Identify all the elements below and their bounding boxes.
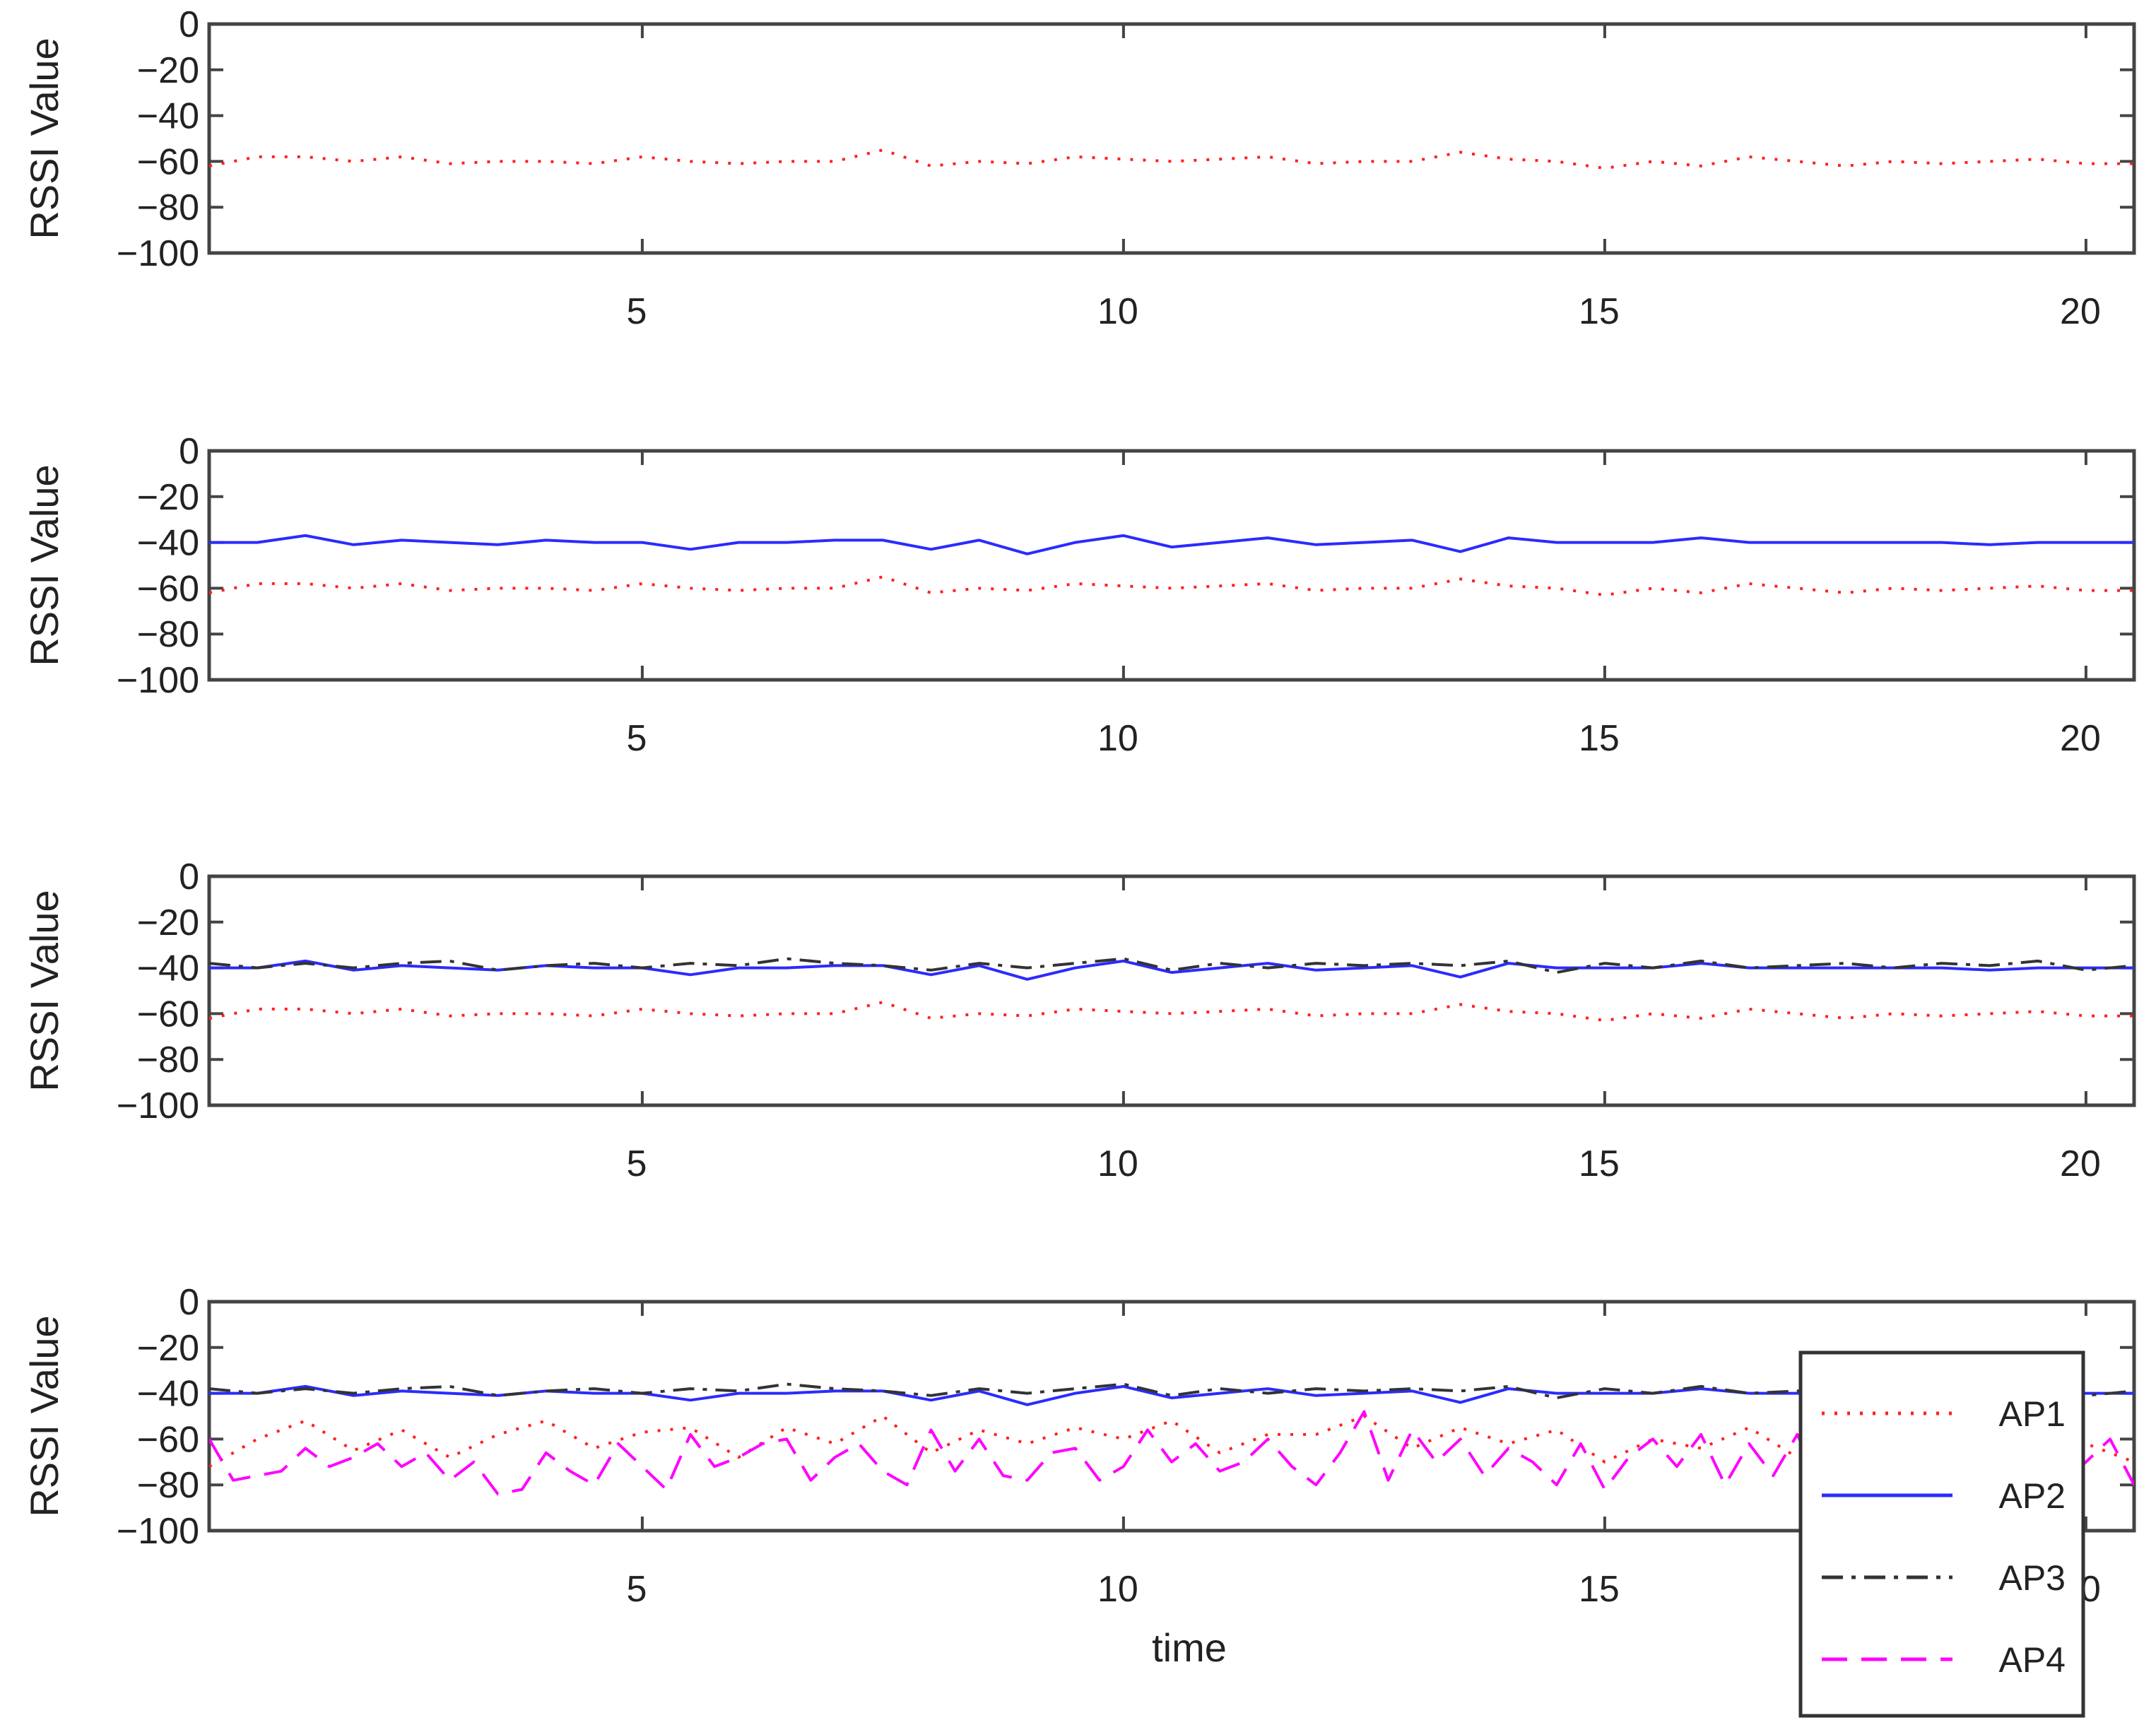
x-tick-label: 10	[1097, 291, 1138, 332]
x-tick-label: 20	[2060, 1143, 2101, 1184]
x-tick-label: 20	[2060, 718, 2101, 759]
y-tick-label: 0	[179, 4, 199, 45]
legend-label-ap1: AP1	[1998, 1394, 2066, 1434]
plot-frame	[207, 449, 2136, 682]
y-tick-label: −20	[137, 477, 199, 518]
y-tick-label: 0	[179, 856, 199, 897]
series-line-ap1	[209, 1001, 2134, 1023]
y-tick-label: −60	[137, 568, 199, 609]
x-tick-label: 10	[1097, 1569, 1138, 1610]
y-tick-label: −80	[137, 187, 199, 228]
y-tick-label: −40	[137, 523, 199, 564]
y-axis-label: RSSI Value	[22, 1315, 66, 1517]
plot-frame	[207, 22, 2136, 255]
x-tick-label: 5	[626, 291, 647, 332]
series-line-ap1	[209, 148, 2134, 170]
subplot-1: 0 −20 −40−60 −80 −100 5 10 15 20 RSSI Value	[22, 4, 2136, 332]
series-line-ap2	[209, 534, 2134, 555]
legend-label-ap2: AP2	[1998, 1476, 2066, 1516]
y-tick-label: −40	[137, 1374, 199, 1415]
series-line-ap1	[209, 1415, 2134, 1468]
x-tick-label: 20	[2060, 291, 2101, 332]
plot-frame	[207, 874, 2136, 1107]
y-tick-label: −20	[137, 1328, 199, 1369]
y-tick-label: −100	[117, 660, 199, 701]
series-line-ap2	[209, 959, 2134, 981]
x-tick-label: 5	[626, 718, 647, 759]
y-tick-label: −100	[117, 1085, 199, 1126]
y-tick-label: −80	[137, 1040, 199, 1081]
x-tick-label: 15	[1579, 291, 1620, 332]
legend: AP1 AP2 AP3 AP4	[1798, 1350, 2085, 1718]
y-tick-label: −60	[137, 141, 199, 182]
legend-label-ap3: AP3	[1998, 1558, 2066, 1598]
y-axis-label: RSSI Value	[22, 890, 66, 1091]
y-tick-label: −40	[137, 96, 199, 137]
y-tick-label: −80	[137, 1465, 199, 1506]
legend-label-ap4: AP4	[1998, 1640, 2066, 1680]
y-tick-label: −60	[137, 1419, 199, 1460]
y-tick-label: −80	[137, 614, 199, 655]
x-tick-label: 5	[626, 1143, 647, 1184]
y-tick-label: −20	[137, 50, 199, 91]
subplot-2: 0 −20 −40−60 −80 −100 5 10 15 20 RSSI Value	[22, 431, 2136, 759]
x-tick-label: 10	[1097, 718, 1138, 759]
x-tick-label: 5	[626, 1569, 647, 1610]
y-tick-label: 0	[179, 1282, 199, 1323]
y-tick-label: −100	[117, 233, 199, 274]
y-tick-label: −40	[137, 948, 199, 989]
x-axis-label: time	[1152, 1625, 1227, 1670]
x-tick-label: 15	[1579, 1143, 1620, 1184]
series-line-ap3	[209, 957, 2134, 975]
x-tick-label: 10	[1097, 1143, 1138, 1184]
y-axis-label: RSSI Value	[22, 37, 66, 239]
y-tick-label: −20	[137, 902, 199, 943]
x-tick-label: 15	[1579, 718, 1620, 759]
subplot-3: 0 −20 −40 −60 −80−100 5 10 15 20 RSSI Value	[22, 856, 2136, 1184]
y-tick-label: 0	[179, 431, 199, 472]
x-tick-label: 15	[1579, 1569, 1620, 1610]
y-axis-label: RSSI Value	[22, 464, 66, 666]
y-tick-label: −100	[117, 1511, 199, 1552]
series-line-ap1	[209, 575, 2134, 597]
y-tick-label: −60	[137, 994, 199, 1035]
